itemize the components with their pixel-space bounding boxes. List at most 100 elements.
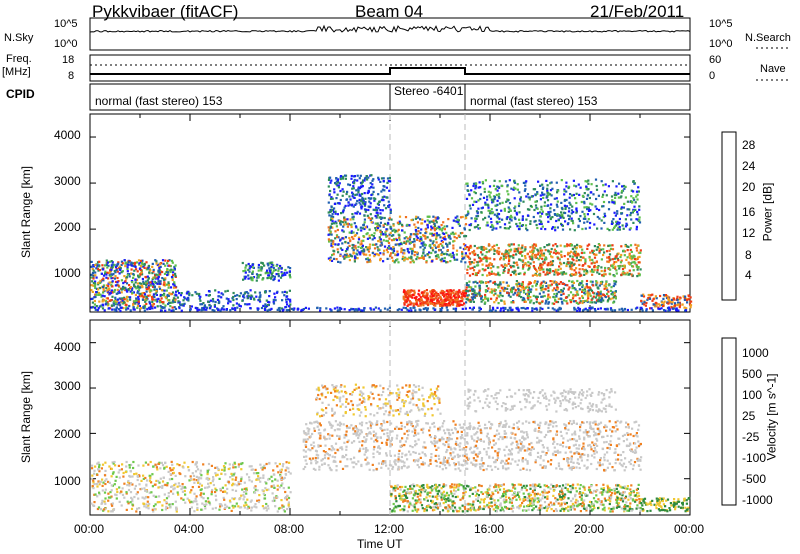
power-echo-cell (480, 251, 482, 253)
power-echo-cell (637, 194, 639, 196)
power-echo-cell (624, 272, 626, 274)
power-echo-cell (392, 246, 394, 248)
power-echo-cell (555, 220, 557, 222)
power-echo-cell (636, 275, 638, 277)
power-echo-cell (469, 267, 471, 269)
velocity-echo-cell (94, 466, 96, 468)
velocity-echo-cell (215, 507, 217, 509)
power-echo-cell (539, 293, 541, 295)
power-echo-cell (373, 232, 375, 234)
power-echo-cell (432, 216, 434, 218)
power-echo-cell (528, 209, 530, 211)
power-echo-cell (596, 208, 598, 210)
power-echo-cell (467, 185, 469, 187)
power-echo-cell (639, 216, 641, 218)
power-echo-cell (254, 291, 256, 293)
power-echo-cell (374, 227, 376, 229)
power-echo-cell (269, 290, 271, 292)
power-echo-cell (376, 229, 378, 231)
power-echo-cell (690, 306, 692, 308)
power-echo-cell (591, 259, 593, 261)
power-echo-cell (107, 285, 109, 287)
power-echo-cell (236, 307, 238, 309)
power-echo-cell (480, 211, 482, 213)
power-echo-cell (199, 296, 201, 298)
power-echo-cell (678, 303, 680, 305)
power-echo-cell (473, 262, 475, 264)
power-echo-cell (426, 295, 428, 297)
power-echo-cell (446, 290, 448, 292)
velocity-echo-cell (262, 489, 264, 491)
power-echo-cell (334, 237, 336, 239)
power-echo-cell (590, 191, 592, 193)
power-echo-cell (631, 251, 633, 253)
power-echo-cell (377, 177, 379, 179)
power-echo-cell (444, 257, 446, 259)
power-echo-cell (472, 267, 474, 269)
power-echo-cell (124, 265, 126, 267)
power-echo-cell (557, 309, 559, 311)
power-echo-cell (587, 213, 589, 215)
power-echo-cell (534, 201, 536, 203)
power-echo-cell (287, 266, 289, 268)
power-echo-cell (542, 188, 544, 190)
power-echo-cell (126, 282, 128, 284)
power-echo-cell (354, 175, 356, 177)
power-echo-cell (495, 188, 497, 190)
power-echo-cell (113, 291, 115, 293)
power-echo-cell (659, 308, 661, 310)
power-echo-cell (110, 275, 112, 277)
power-echo-cell (174, 275, 176, 277)
power-echo-cell (574, 255, 576, 257)
power-echo-cell (398, 229, 400, 231)
power-echo-cell (469, 307, 471, 309)
power-echo-cell (616, 210, 618, 212)
power-echo-cell (128, 305, 130, 307)
power-echo-cell (584, 258, 586, 260)
power-echo-cell (227, 302, 229, 304)
power-echo-cell (286, 303, 288, 305)
power-echo-cell (616, 272, 618, 274)
power-echo-cell (266, 300, 268, 302)
power-echo-cell (593, 301, 595, 303)
power-echo-cell (474, 266, 476, 268)
power-echo-cell (357, 229, 359, 231)
power-echo-cell (112, 264, 114, 266)
power-echo-cell (560, 308, 562, 310)
power-echo-cell (373, 235, 375, 237)
power-echo-cell (144, 276, 146, 278)
power-echo-cell (553, 209, 555, 211)
power-echo-cell (504, 308, 506, 310)
velocity-echo-cell (183, 462, 185, 464)
power-echo-cell (469, 205, 471, 207)
power-echo-cell (439, 228, 441, 230)
power-echo-cell (548, 250, 550, 252)
power-echo-cell (485, 282, 487, 284)
power-echo-cell (155, 290, 157, 292)
power-echo-cell (514, 250, 516, 252)
power-echo-cell (576, 291, 578, 293)
power-echo-cell (498, 295, 500, 297)
power-echo-cell (340, 212, 342, 214)
velocity-echo-cell (240, 480, 242, 482)
power-echo-cell (415, 218, 417, 220)
power-echo-cell (138, 276, 140, 278)
power-echo-cell (475, 281, 477, 283)
power-echo-cell (261, 307, 263, 309)
power-echo-cell (331, 223, 333, 225)
power-echo-cell (119, 297, 121, 299)
power-echo-cell (510, 188, 512, 190)
power-echo-cell (387, 258, 389, 260)
power-echo-cell (483, 246, 485, 248)
power-echo-cell (582, 265, 584, 267)
power-echo-cell (247, 297, 249, 299)
velocity-echo-cell (243, 491, 245, 493)
power-echo-cell (624, 254, 626, 256)
power-echo-cell (337, 248, 339, 250)
power-echo-cell (522, 201, 524, 203)
power-echo-cell (172, 301, 174, 303)
power-echo-cell (151, 266, 153, 268)
power-echo-cell (517, 292, 519, 294)
power-echo-cell (549, 207, 551, 209)
power-echo-cell (333, 258, 335, 260)
